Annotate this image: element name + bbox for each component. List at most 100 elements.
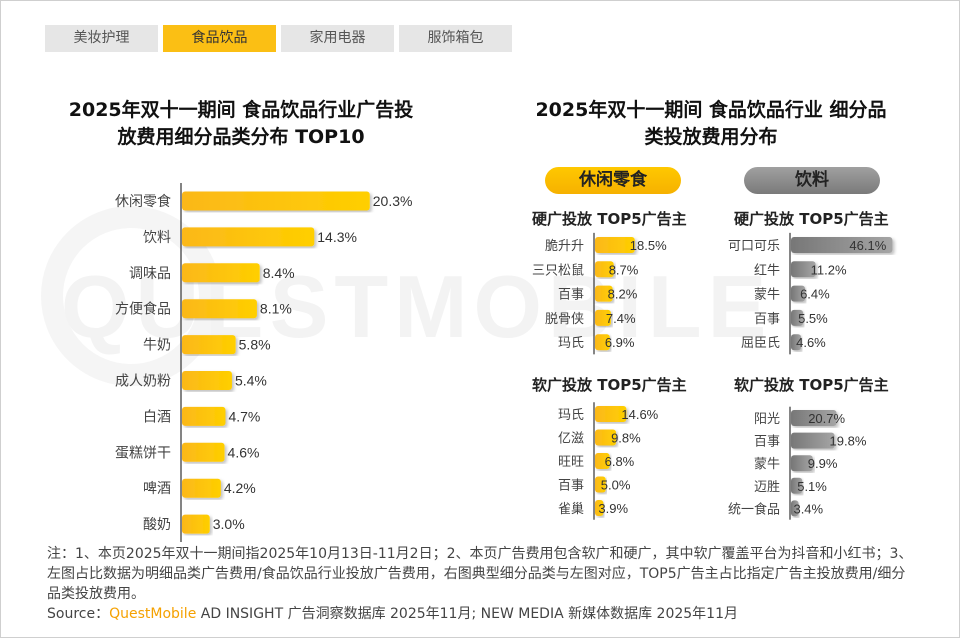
tab-apparel[interactable]: 服饰箱包 (399, 25, 512, 52)
bar (182, 514, 210, 534)
data-label: 9.8% (611, 431, 641, 446)
data-label: 11.2% (811, 262, 847, 277)
data-label: 5.0% (601, 478, 631, 493)
data-label: 6.9% (605, 335, 635, 350)
drink-hard-subtitle: 硬广投放 TOP5广告主 (734, 210, 889, 228)
category-label: 百事 (754, 435, 780, 450)
source-prefix: Source： (47, 606, 110, 622)
category-label: 调味品 (129, 266, 171, 282)
bar (182, 299, 257, 319)
category-label: 啤酒 (143, 481, 171, 497)
source-brand: QuestMobile (109, 606, 197, 622)
snack-pill: 休闲零食 (545, 167, 681, 194)
category-label: 阳光 (754, 412, 780, 427)
data-label: 5.4% (235, 373, 267, 389)
category-label: 休闲零食 (115, 193, 171, 210)
data-label: 7.4% (606, 311, 636, 326)
data-label: 4.7% (228, 408, 260, 424)
bar (595, 237, 635, 253)
bar (595, 285, 613, 302)
drink-soft-subtitle: 软广投放 TOP5广告主 (734, 376, 889, 394)
category-label: 牛奶 (143, 338, 171, 354)
category-label: 统一食品 (728, 501, 780, 517)
data-label: 4.6% (228, 444, 260, 460)
category-label: 亿滋 (558, 432, 584, 447)
category-label: 旺旺 (558, 455, 584, 470)
bar (595, 453, 610, 469)
data-label: 6.4% (800, 287, 830, 302)
category-label: 玛氏 (558, 408, 584, 423)
data-label: 46.1% (849, 238, 886, 253)
bar (791, 500, 799, 517)
category-label: 屈臣氏 (741, 336, 780, 351)
data-label: 14.6% (621, 407, 658, 422)
data-label: 19.8% (830, 434, 867, 449)
bar (791, 237, 893, 253)
data-label: 9.9% (808, 456, 838, 471)
bar (595, 406, 627, 422)
category-label: 红牛 (754, 262, 780, 278)
bar (595, 261, 614, 278)
title-line: 类投放费用分布 (644, 126, 778, 148)
data-label: 14.3% (317, 229, 357, 245)
category-label: 饮料 (143, 230, 171, 246)
data-label: 8.2% (608, 287, 638, 302)
data-label: 5.8% (239, 337, 271, 353)
category-label: 脱骨侠 (545, 312, 584, 327)
category-label: 成人奶粉 (115, 374, 171, 390)
category-label: 可口可乐 (728, 239, 780, 254)
category-label: 白酒 (143, 409, 171, 425)
bar (791, 432, 835, 449)
data-label: 5.1% (797, 479, 827, 494)
title-line: 2025年双十一期间 食品饮品行业广告投 (68, 99, 414, 121)
tab-food-drink[interactable]: 食品饮品 (163, 25, 276, 52)
data-label: 4.2% (224, 480, 256, 496)
tab-beauty[interactable]: 美妆护理 (45, 25, 158, 52)
right-chart-title: 2025年双十一期间 食品饮品行业 细分品 类投放费用分布 (506, 97, 916, 151)
data-label: 20.7% (808, 411, 845, 426)
category-label: 酸奶 (143, 517, 171, 533)
title-line: 2025年双十一期间 食品饮品行业 细分品 (535, 99, 887, 121)
bar (791, 455, 813, 472)
category-label: 蒙牛 (754, 288, 780, 303)
category-label: 脆升升 (545, 238, 584, 254)
title-line: 放费用细分品类分布 TOP10 (117, 126, 365, 148)
source: Source：QuestMobile AD INSIGHT 广告洞察数据库 20… (47, 603, 738, 623)
bar (791, 285, 806, 302)
data-label: 3.0% (213, 516, 245, 532)
category-label: 迈胜 (754, 480, 780, 495)
source-text: AD INSIGHT 广告洞察数据库 2025年11月; NEW MEDIA 新… (196, 606, 738, 622)
drink-pill: 饮料 (744, 167, 880, 194)
bar (595, 429, 617, 446)
data-label: 20.3% (373, 193, 413, 209)
category-label: 雀巢 (558, 502, 584, 517)
left-chart-title: 2025年双十一期间 食品饮品行业广告投 放费用细分品类分布 TOP10 (41, 97, 441, 151)
data-label: 8.1% (260, 301, 292, 317)
category-label: 百事 (558, 288, 584, 303)
bar (182, 227, 315, 247)
data-label: 3.9% (598, 501, 628, 516)
bar (595, 334, 610, 351)
data-label: 18.5% (630, 238, 667, 253)
bar (595, 476, 606, 493)
data-label: 4.6% (796, 335, 826, 350)
watermark: QUESTMOBILE (61, 257, 773, 356)
footnote: 注：1、本页2025年双十一期间指2025年10月13日-11月2日；2、本页广… (47, 546, 913, 602)
category-label: 玛氏 (558, 336, 584, 351)
category-label: 百事 (754, 312, 780, 327)
data-label: 6.8% (605, 454, 635, 469)
bar (182, 442, 225, 462)
bar (182, 335, 236, 355)
category-label: 三只松鼠 (532, 263, 584, 278)
category-label: 蛋糕饼干 (115, 445, 171, 461)
bar (791, 334, 802, 351)
tab-appliances[interactable]: 家用电器 (281, 25, 394, 52)
data-label: 5.5% (798, 311, 828, 326)
bar (595, 500, 604, 516)
bar (182, 191, 370, 211)
bar (595, 309, 611, 326)
category-label: 百事 (558, 479, 584, 494)
data-label: 3.4% (793, 501, 823, 516)
